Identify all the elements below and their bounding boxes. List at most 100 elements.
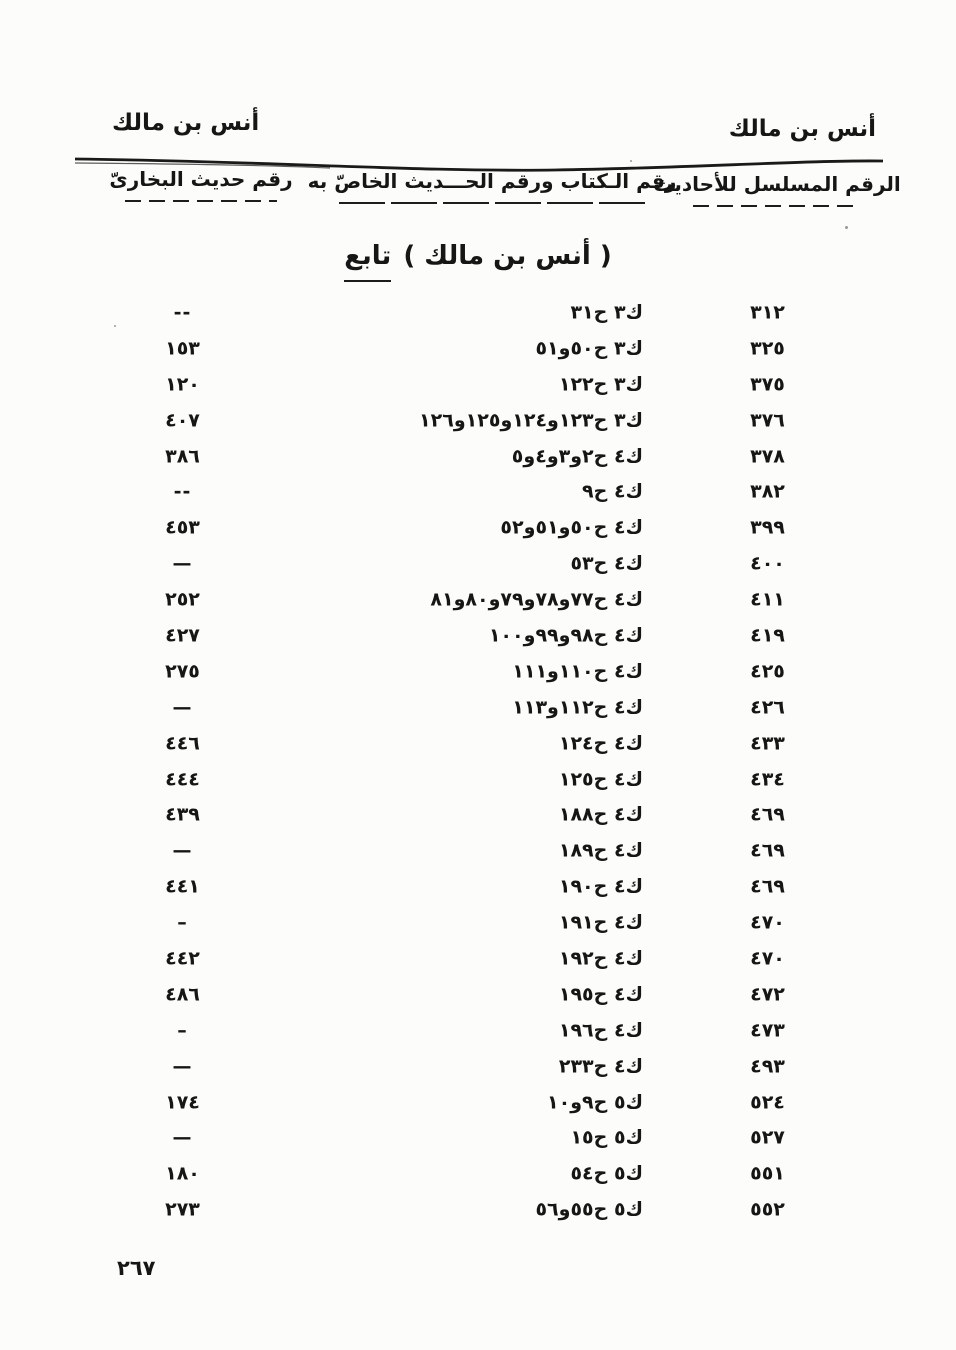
section-title: ( أنس بن مالك ) تابع xyxy=(0,241,956,282)
serial-number-cell: ٤١١ xyxy=(750,588,785,611)
book-hadith-cell: ك٥ ح٥٤ xyxy=(570,1162,643,1185)
serial-number-cell: ٤٢٥ xyxy=(750,660,785,683)
column-header-book-hadith-label: رقم الـكتاب ورقم الحـــديث الخاصّ به xyxy=(307,169,677,193)
serial-number-cell: ٣٧٦ xyxy=(750,409,785,432)
serial-number-cell: ٣٧٥ xyxy=(750,373,785,396)
table-row: ٥٢٤ ك٥ ح٩و١٠ ١٧٤ xyxy=(0,1085,956,1121)
book-hadith-cell: ك٤ ح٥٣ xyxy=(570,552,643,575)
table-row: ٤٠٠ ك٤ ح٥٣ — xyxy=(0,546,956,582)
serial-number-cell: ٤٧٠ xyxy=(750,947,785,970)
column-header-bukhari-underline xyxy=(125,200,277,203)
bukhari-number-cell: ٤٤٦ xyxy=(165,732,200,755)
book-hadith-cell: ك٤ ح١٩١ xyxy=(558,911,643,934)
bukhari-number-cell: -- xyxy=(173,480,192,503)
table-rows: ٣١٢ ك٣ ح٣١ -- ٣٢٥ ك٣ ح٥٠و٥١ ١٥٣ ٣٧٥ ك٣ ح١٢٢ ١٢٠ ٣… xyxy=(0,295,956,1228)
serial-number-cell: ٥٢٤ xyxy=(750,1091,785,1114)
bukhari-number-cell: ٣٨٦ xyxy=(165,445,200,467)
column-header-serial-label: الرقم المسلسل للأحاديث xyxy=(653,172,901,196)
table-row: ٤٧٠ ك٤ ح١٩١ – xyxy=(0,905,956,941)
book-hadith-cell: ك٣ ح٣١ xyxy=(570,301,643,324)
bukhari-number-cell: ٤٣٩ xyxy=(165,803,200,826)
book-hadith-cell: ك٤ ح١٢٥ xyxy=(558,768,643,791)
bukhari-number-cell: ٤٨٦ xyxy=(165,983,200,1006)
book-hadith-cell: ك٤ ح٩٨و٩٩و١٠٠ xyxy=(488,624,643,647)
serial-number-cell: ٤٢٦ xyxy=(750,696,785,719)
book-hadith-cell: ك٤ ح١٨٩ xyxy=(558,839,643,862)
book-hadith-cell: ك٤ ح١٩٦ xyxy=(558,1019,643,1042)
table-row: ٤٢٥ ك٤ ح١١٠و١١١ ٢٧٥ xyxy=(0,654,956,690)
bukhari-number-cell: ١٥٣ xyxy=(165,337,200,360)
serial-number-cell: ٤٧٣ xyxy=(750,1019,785,1042)
column-header-bukhari-label: رقم حديث البخارىّ xyxy=(109,167,293,191)
serial-number-cell: ٣٧٨ xyxy=(750,445,785,467)
table-row: ٣٢٥ ك٣ ح٥٠و٥١ ١٥٣ xyxy=(0,331,956,367)
serial-number-cell: ٣١٢ xyxy=(750,301,785,324)
bukhari-number-cell: ٤٢٧ xyxy=(165,624,200,647)
page-number: ٢٦٧ xyxy=(117,1256,156,1280)
serial-number-cell: ٤٣٤ xyxy=(750,768,785,791)
serial-number-cell: ٤٦٩ xyxy=(750,839,785,862)
book-hadith-cell: ك٥ ح٩و١٠ xyxy=(547,1091,643,1114)
serial-number-cell: ٥٥١ xyxy=(750,1162,785,1185)
table-row: ٣٧٥ ك٣ ح١٢٢ ١٢٠ xyxy=(0,367,956,403)
book-hadith-cell: ك٤ ح٩ xyxy=(582,480,643,503)
scan-speck xyxy=(630,160,632,162)
bukhari-number-cell: ٤٠٧ xyxy=(165,409,200,432)
bukhari-number-cell: – xyxy=(177,1019,188,1042)
bukhari-number-cell: -- xyxy=(173,301,192,324)
column-header-book-hadith: رقم الـكتاب ورقم الحـــديث الخاصّ به xyxy=(308,169,676,205)
bukhari-number-cell: ٢٧٥ xyxy=(165,660,200,683)
table-row: ٤٧٠ ك٤ ح١٩٢ ٤٤٢ xyxy=(0,941,956,977)
book-hadith-cell: ك٣ ح٥٠و٥١ xyxy=(535,337,643,360)
bukhari-number-cell: ٢٥٢ xyxy=(165,588,200,611)
book-hadith-cell: ك٤ ح٢و٣و٤و٥ xyxy=(511,445,643,467)
serial-number-cell: ٤٣٣ xyxy=(750,732,785,755)
bukhari-number-cell: ٤٤٢ xyxy=(165,947,200,970)
serial-number-cell: ٤٧٢ xyxy=(750,983,785,1006)
table-row: ٥٥٢ ك٥ ح٥٥و٥٦ ٢٧٣ xyxy=(0,1192,956,1228)
bukhari-number-cell: — xyxy=(172,1126,193,1149)
table-row: ٤١١ ك٤ ح٧٧و٧٨و٧٩و٨٠و٨١ ٢٥٢ xyxy=(0,582,956,618)
table-row: ٤٣٤ ك٤ ح١٢٥ ٤٤٤ xyxy=(0,762,956,798)
table-row: ٤٦٩ ك٤ ح١٨٨ ٤٣٩ xyxy=(0,797,956,833)
column-header-book-hadith-underline xyxy=(339,202,645,205)
book-hadith-cell: ك٤ ح١٨٨ xyxy=(558,803,643,826)
book-hadith-cell: ك٣ ح١٢٢ xyxy=(558,373,643,396)
table-row: ٣٩٩ ك٤ ح٥٠و٥١و٥٢ ٤٥٣ xyxy=(0,510,956,546)
bukhari-number-cell: — xyxy=(172,552,193,575)
serial-number-cell: ٣٩٩ xyxy=(750,516,785,539)
book-hadith-cell: ك٤ ح٢٣٣ xyxy=(558,1055,643,1078)
book-hadith-cell: ك٤ ح٧٧و٧٨و٧٩و٨٠و٨١ xyxy=(430,588,643,611)
book-hadith-cell: ك٤ ح١٩٠ xyxy=(558,875,643,898)
column-header-serial-underline xyxy=(693,205,861,208)
serial-number-cell: ٤٦٩ xyxy=(750,875,785,898)
bukhari-number-cell: ١٧٤ xyxy=(165,1091,200,1114)
bukhari-number-cell: — xyxy=(172,696,193,719)
scan-speck xyxy=(845,226,848,229)
table-row: ٤١٩ ك٤ ح٩٨و٩٩و١٠٠ ٤٢٧ xyxy=(0,618,956,654)
table-row: ٤٧٣ ك٤ ح١٩٦ – xyxy=(0,1013,956,1049)
bukhari-number-cell: ٤٤٤ xyxy=(165,768,200,791)
bukhari-number-cell: ١٨٠ xyxy=(165,1162,200,1185)
column-header-bukhari: رقم حديث البخارىّ xyxy=(92,167,310,203)
serial-number-cell: ٤٧٠ xyxy=(750,911,785,934)
serial-number-cell: ٤٠٠ xyxy=(750,552,785,575)
book-hadith-cell: ك٥ ح٥٥و٥٦ xyxy=(535,1198,643,1221)
table-row: ٤٦٩ ك٤ ح١٨٩ — xyxy=(0,833,956,869)
table-row: ٤٦٩ ك٤ ح١٩٠ ٤٤١ xyxy=(0,869,956,905)
book-hadith-cell: ك٤ ح١٢٤ xyxy=(558,732,643,755)
serial-number-cell: ٤٩٣ xyxy=(750,1055,785,1078)
table-row: ٤٩٣ ك٤ ح٢٣٣ — xyxy=(0,1049,956,1085)
running-head-right: أنس بن مالك xyxy=(728,116,876,142)
bukhari-number-cell: ١٢٠ xyxy=(165,373,200,396)
table-row: ٥٢٧ ك٥ ح١٥ — xyxy=(0,1120,956,1156)
table-row: ٣٧٦ ك٣ ح١٢٣و١٢٤و١٢٥و١٢٦ ٤٠٧ xyxy=(0,403,956,439)
bukhari-number-cell: — xyxy=(172,839,193,862)
bukhari-number-cell: ٤٥٣ xyxy=(165,516,200,539)
book-hadith-cell: ك٣ ح١٢٣و١٢٤و١٢٥و١٢٦ xyxy=(419,409,643,432)
book-hadith-cell: ك٤ ح١٩٥ xyxy=(558,983,643,1006)
bukhari-number-cell: ٤٤١ xyxy=(165,875,200,898)
serial-number-cell: ٤١٩ xyxy=(750,624,785,647)
serial-number-cell: ٣٢٥ xyxy=(750,337,785,360)
